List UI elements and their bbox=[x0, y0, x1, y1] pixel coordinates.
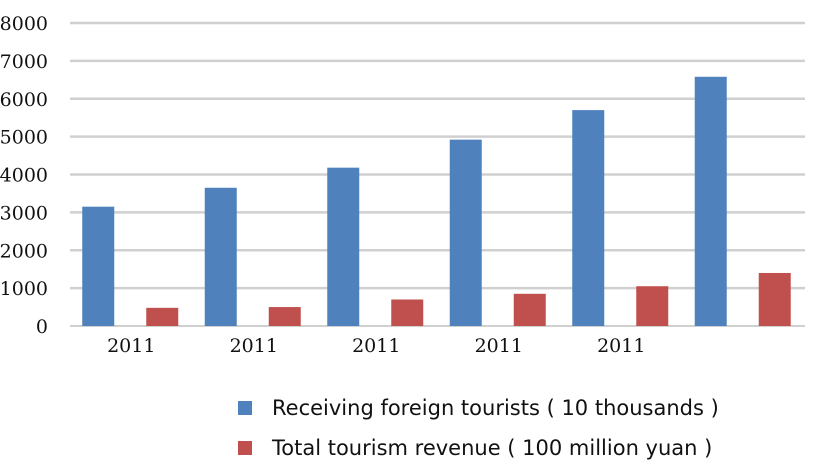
x-axis-labels: 2011 2011 2011 2011 2011 bbox=[107, 335, 645, 357]
bar-series-1 bbox=[327, 167, 360, 326]
bar-series-2 bbox=[146, 307, 179, 326]
legend-item-series-1: Receiving foreign tourists ( 10 thousand… bbox=[238, 388, 719, 428]
y-tick-label: 8000 bbox=[0, 13, 48, 35]
legend-label-series-2: Total tourism revenue ( 100 million yuan… bbox=[272, 436, 713, 460]
legend: Receiving foreign tourists ( 10 thousand… bbox=[238, 388, 719, 468]
legend-label-series-1: Receiving foreign tourists ( 10 thousand… bbox=[272, 396, 719, 420]
bar-series-2 bbox=[513, 293, 546, 326]
x-tick-label: 2011 bbox=[597, 335, 645, 357]
bars bbox=[82, 76, 791, 326]
bar-series-2 bbox=[391, 299, 424, 326]
x-tick-label: 2011 bbox=[475, 335, 523, 357]
y-tick-label: 6000 bbox=[0, 89, 48, 111]
bar-series-1 bbox=[449, 139, 482, 326]
y-axis-labels: 0 1000 2000 3000 4000 5000 6000 7000 8000 bbox=[0, 13, 48, 338]
bar-series-1 bbox=[572, 110, 605, 326]
y-tick-label: 3000 bbox=[0, 202, 48, 224]
bar-series-2 bbox=[758, 272, 791, 326]
bar-series-1 bbox=[694, 76, 727, 326]
y-tick-label: 2000 bbox=[0, 240, 48, 262]
y-tick-label: 0 bbox=[36, 316, 48, 338]
x-tick-label: 2011 bbox=[352, 335, 400, 357]
bar-series-2 bbox=[636, 286, 669, 326]
y-tick-label: 1000 bbox=[0, 278, 48, 300]
legend-swatch-series-1 bbox=[238, 401, 252, 415]
bar-series-1 bbox=[204, 187, 237, 326]
legend-swatch-series-2 bbox=[238, 441, 252, 455]
legend-item-series-2: Total tourism revenue ( 100 million yuan… bbox=[238, 428, 719, 468]
y-tick-label: 5000 bbox=[0, 127, 48, 149]
bar-series-1 bbox=[82, 206, 115, 326]
bar-series-2 bbox=[268, 307, 301, 326]
y-tick-label: 7000 bbox=[0, 51, 48, 73]
x-tick-label: 2011 bbox=[230, 335, 278, 357]
x-tick-label: 2011 bbox=[107, 335, 155, 357]
y-tick-label: 4000 bbox=[0, 165, 48, 187]
gridlines bbox=[70, 21, 805, 327]
